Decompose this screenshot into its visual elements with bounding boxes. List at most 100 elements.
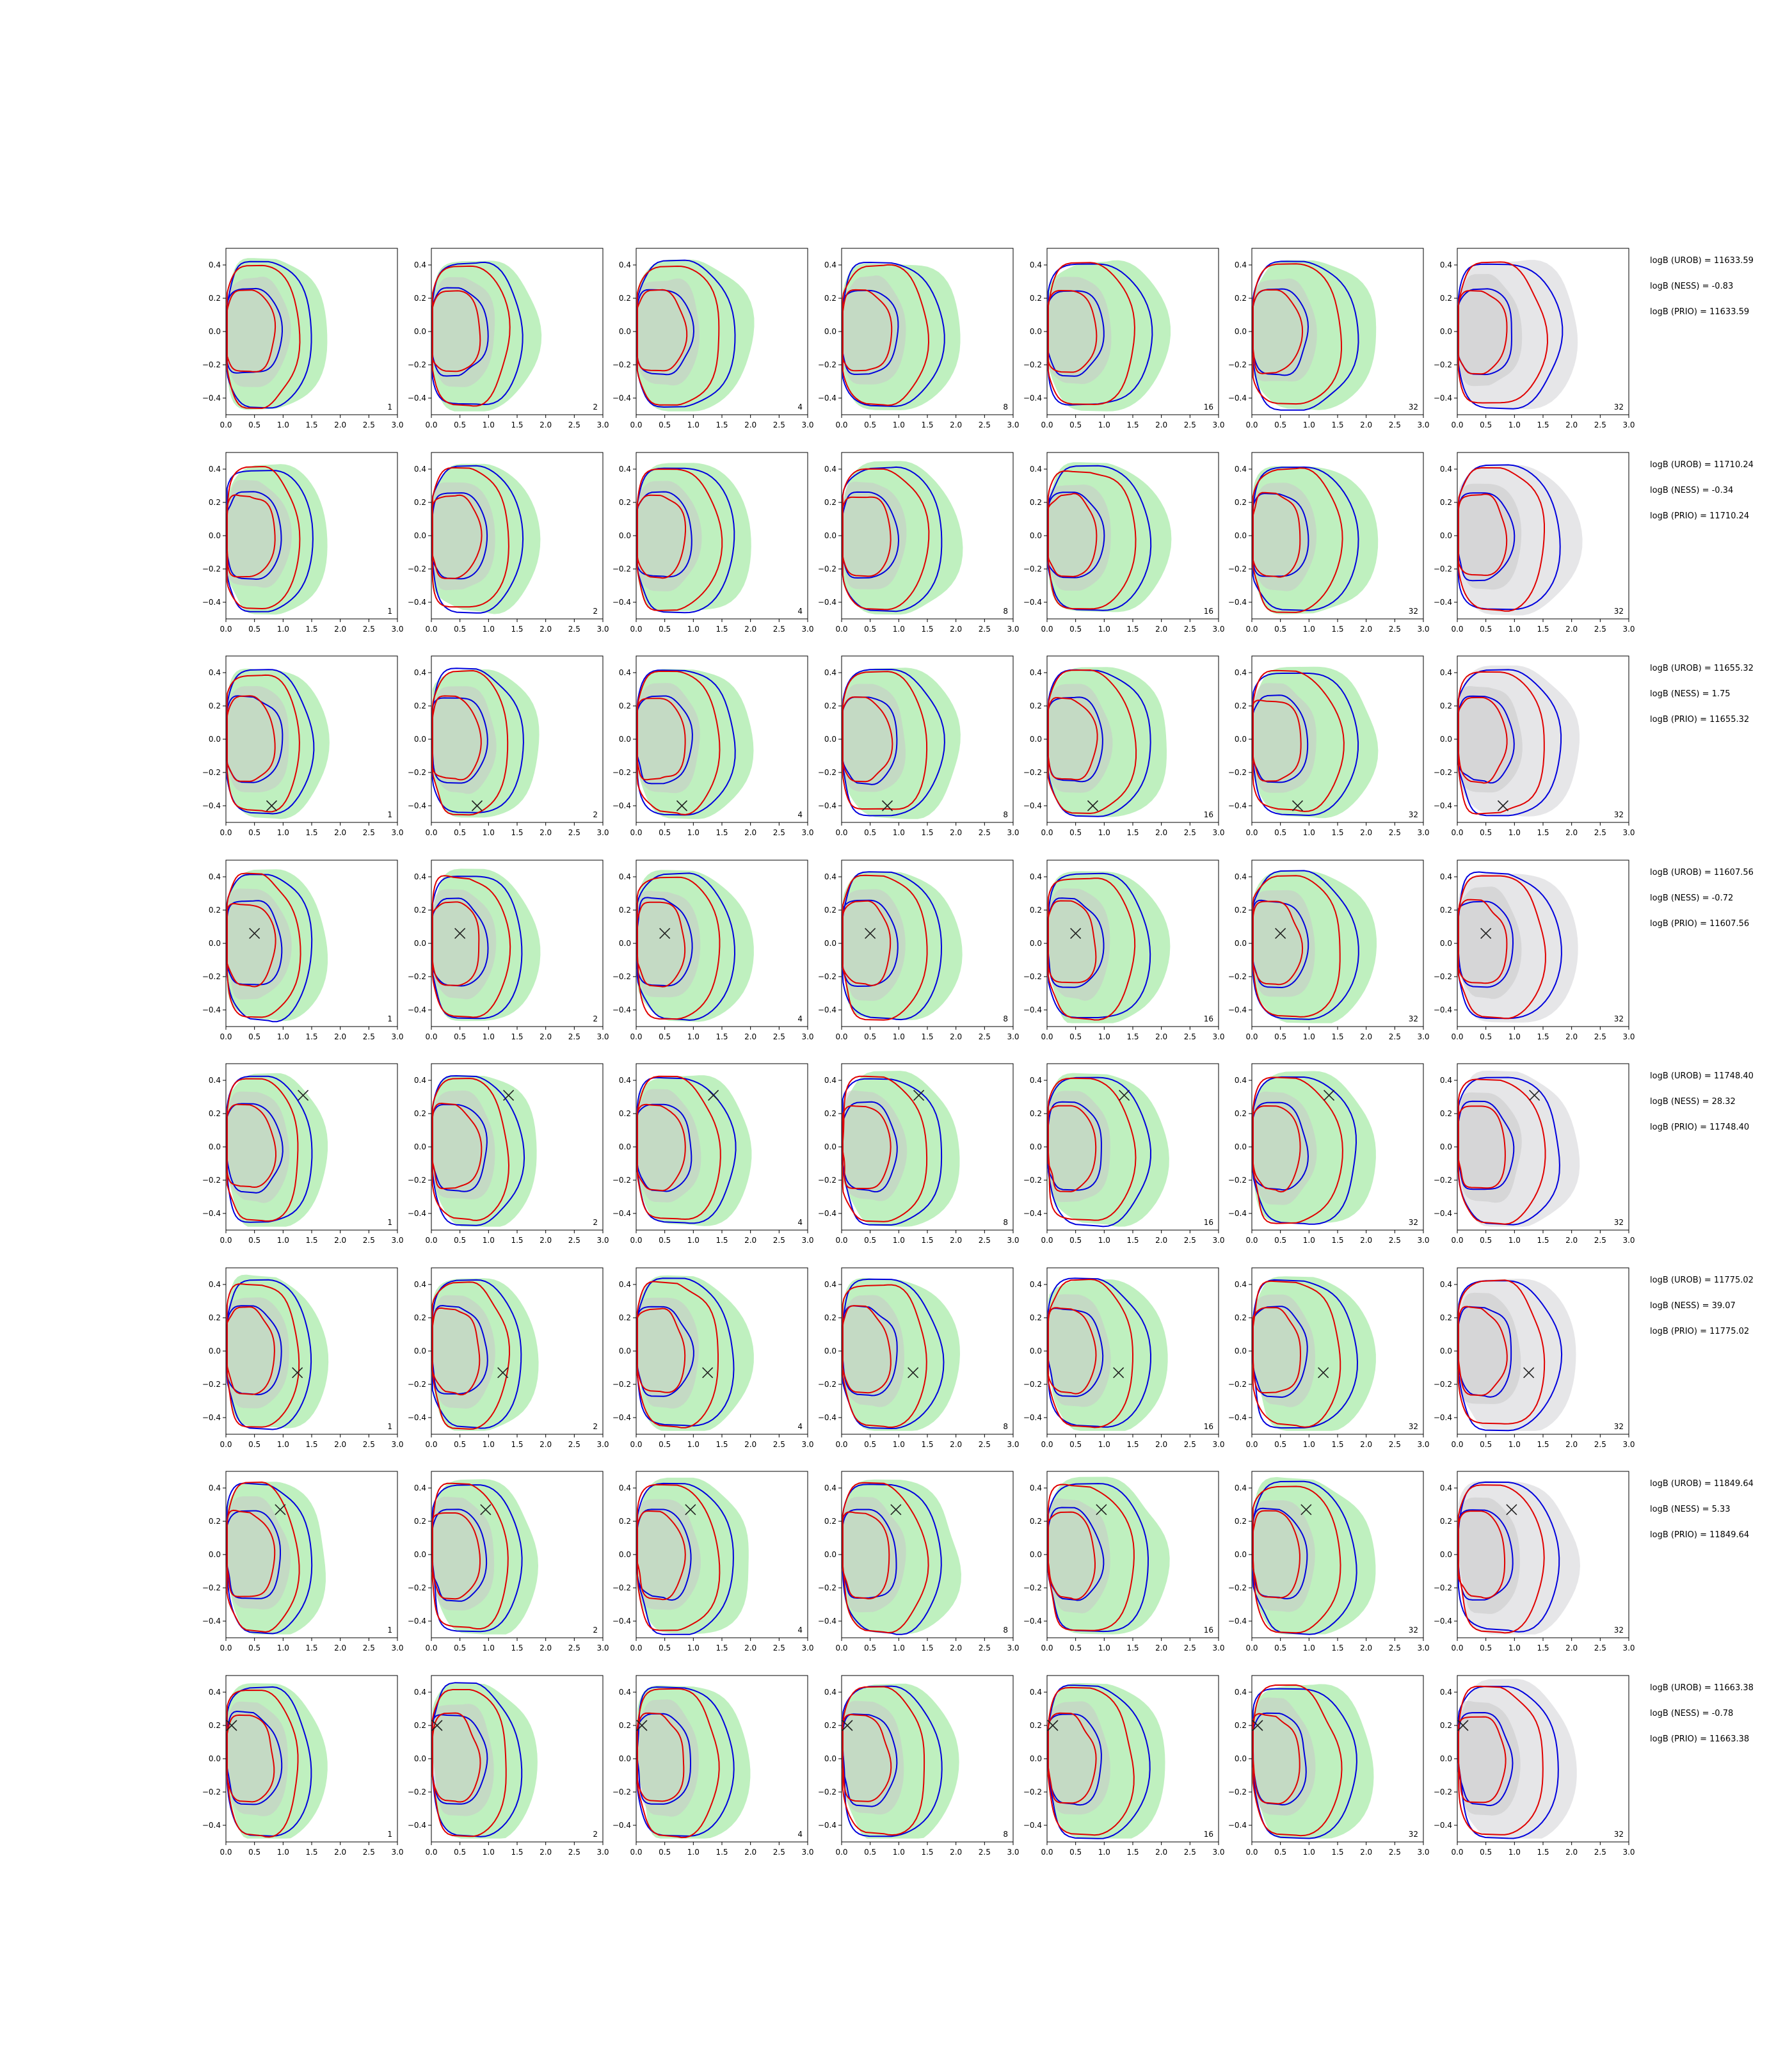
- density-core: [1048, 684, 1113, 793]
- y-tick-label: 0.4: [619, 1280, 631, 1289]
- y-tick-label: 0.0: [619, 1347, 631, 1356]
- y-tick-label: 0.2: [1030, 1109, 1042, 1118]
- y-tick-label: 0.4: [1235, 872, 1247, 881]
- x-tick-label: 1.0: [483, 828, 495, 837]
- column-label: 2: [593, 403, 598, 412]
- red-contour-inner: [1457, 696, 1508, 784]
- y-tick-label: 0.2: [414, 1313, 426, 1322]
- x-tick-label: 1.5: [1537, 1440, 1549, 1449]
- y-tick-label: 0.0: [1440, 1754, 1452, 1763]
- y-tick-label: 0.0: [1030, 1754, 1042, 1763]
- x-tick-label: 0.0: [1041, 625, 1053, 634]
- x-tick-label: 0.5: [1274, 420, 1286, 429]
- x-tick-label: 3.0: [1417, 1032, 1429, 1041]
- y-tick-label: −0.2: [818, 564, 836, 573]
- x-tick-label: 2.5: [773, 1644, 785, 1652]
- y-tick-label: −0.4: [408, 1413, 426, 1422]
- x-tick-label: 0.5: [864, 828, 876, 837]
- y-tick-label: −0.2: [612, 360, 631, 369]
- subplot-r6-c3: 0.0 0.5 1.0 1.5 2.0 2.5 3.0 0.4 0.2 0.0 −0.2 −0.4 4: [612, 1267, 814, 1449]
- x-tick-label: 3.0: [1417, 625, 1429, 634]
- x-tick-label: 0.5: [659, 1440, 671, 1449]
- y-tick-label: 0.2: [619, 498, 631, 507]
- column-label: 8: [1003, 607, 1008, 616]
- density-core: [227, 888, 292, 1000]
- y-tick-label: −0.4: [202, 394, 221, 403]
- red-contour-inner: [1252, 1510, 1300, 1599]
- x-tick-label: 2.0: [1155, 420, 1167, 429]
- x-tick-label: 2.0: [334, 625, 346, 634]
- column-label: 32: [1409, 1218, 1418, 1227]
- y-tick-label: −0.2: [612, 1380, 631, 1389]
- x-tick-label: 0.5: [454, 1644, 466, 1652]
- x-tick-label: 1.0: [1508, 1440, 1521, 1449]
- y-tick-label: 0.0: [619, 327, 631, 336]
- x-tick-label: 1.0: [1508, 420, 1521, 429]
- density-core: [227, 1701, 288, 1816]
- y-tick-label: 0.4: [1030, 1688, 1042, 1697]
- y-tick-label: 0.0: [209, 939, 221, 948]
- x-tick-label: 2.0: [1565, 1848, 1578, 1857]
- column-label: 1: [387, 1218, 392, 1227]
- true-value-marker: [480, 1504, 492, 1516]
- red-contour-inner: [431, 695, 482, 781]
- y-tick-label: −0.4: [1228, 801, 1247, 810]
- subplot-r7-c4: 0.0 0.5 1.0 1.5 2.0 2.5 3.0 0.4 0.2 0.0 −0.2 −0.4 8: [818, 1471, 1020, 1652]
- x-tick-label: 3.0: [596, 1848, 609, 1857]
- x-tick-label: 2.5: [1594, 1032, 1606, 1041]
- x-tick-label: 2.0: [744, 420, 756, 429]
- x-tick-label: 1.5: [716, 420, 728, 429]
- y-tick-label: 0.0: [1235, 1142, 1247, 1151]
- x-tick-label: 1.5: [305, 420, 317, 429]
- y-tick-label: 0.2: [1440, 498, 1452, 507]
- x-tick-label: 3.0: [1212, 625, 1224, 634]
- x-tick-label: 0.0: [425, 1848, 437, 1857]
- y-tick-label: 0.2: [1030, 294, 1042, 303]
- x-tick-label: 0.0: [1245, 625, 1258, 634]
- x-tick-label: 0.0: [630, 625, 642, 634]
- x-tick-label: 1.0: [893, 828, 905, 837]
- column-label: 8: [1003, 1830, 1008, 1839]
- x-tick-label: 1.5: [716, 828, 728, 837]
- x-tick-label: 1.5: [716, 625, 728, 634]
- row-stats-5: logB (UROB) = 11748.40 logB (NESS) = 28.3…: [1650, 1071, 1788, 1148]
- red-contour-inner: [431, 901, 480, 986]
- red-contour-inner: [1457, 290, 1508, 375]
- x-tick-label: 0.5: [1274, 625, 1286, 634]
- y-tick-label: 0.2: [209, 701, 221, 710]
- density-core: [1048, 1498, 1110, 1613]
- row-stats-3: logB (UROB) = 11655.32 logB (NESS) = 1.75…: [1650, 664, 1788, 740]
- red-contour-inner: [431, 290, 481, 372]
- density-core: [1252, 1091, 1317, 1205]
- column-label: 4: [797, 1218, 803, 1227]
- x-tick-label: 2.5: [363, 1644, 375, 1652]
- density-core: [637, 890, 701, 998]
- x-tick-label: 2.0: [950, 1236, 962, 1245]
- subplot-r1-c1: 0.0 0.5 1.0 1.5 2.0 2.5 3.0 0.4 0.2 0.0 −0.2 −0.4 1: [202, 248, 404, 429]
- x-tick-label: 1.5: [1126, 420, 1139, 429]
- x-tick-label: 0.0: [220, 420, 232, 429]
- x-tick-label: 1.0: [1508, 1236, 1521, 1245]
- y-tick-label: −0.4: [202, 801, 221, 810]
- x-tick-label: 1.5: [1126, 1440, 1139, 1449]
- y-tick-label: −0.4: [408, 1617, 426, 1626]
- y-tick-label: 0.0: [1030, 327, 1042, 336]
- x-tick-label: 1.5: [305, 1032, 317, 1041]
- x-tick-label: 0.5: [248, 420, 260, 429]
- y-tick-label: 0.4: [414, 465, 426, 474]
- subplot-r6-c7: 0.0 0.5 1.0 1.5 2.0 2.5 3.0 0.4 0.2 0.0 −0.2 −0.4 32: [1434, 1267, 1635, 1449]
- x-tick-label: 0.0: [1451, 1236, 1463, 1245]
- x-tick-label: 0.5: [248, 1440, 260, 1449]
- y-tick-label: 0.4: [209, 260, 221, 269]
- x-tick-label: 0.0: [220, 1644, 232, 1652]
- x-tick-label: 3.0: [1007, 1032, 1019, 1041]
- red-contour-inner: [431, 1102, 483, 1190]
- y-tick-label: −0.4: [818, 1821, 836, 1830]
- column-label: 32: [1614, 1626, 1624, 1635]
- y-tick-label: 0.0: [414, 1347, 426, 1356]
- column-label: 16: [1204, 810, 1213, 819]
- y-tick-label: 0.2: [1030, 701, 1042, 710]
- x-tick-label: 2.0: [540, 1848, 552, 1857]
- subplot-r3-c2: 0.0 0.5 1.0 1.5 2.0 2.5 3.0 0.4 0.2 0.0 −0.2 −0.4 2: [408, 655, 609, 837]
- y-tick-label: 0.2: [1235, 906, 1247, 915]
